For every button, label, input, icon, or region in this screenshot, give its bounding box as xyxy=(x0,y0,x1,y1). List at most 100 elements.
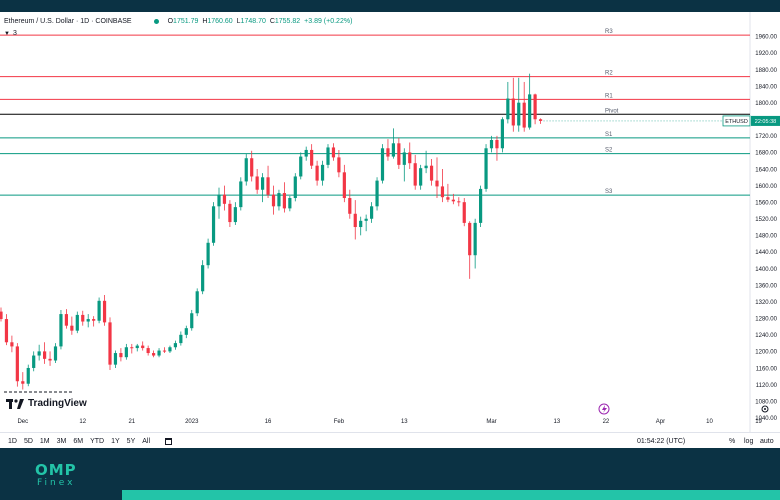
log-toggle[interactable]: log xyxy=(744,437,754,445)
timeframe-5d[interactable]: 5D xyxy=(23,437,33,445)
candle-body xyxy=(222,194,227,204)
candle-body xyxy=(402,152,406,165)
candle-body xyxy=(282,193,286,209)
symbol-tag-label: ETHUSD xyxy=(725,119,748,125)
candle-body xyxy=(10,342,14,347)
candle-body xyxy=(304,149,308,157)
timeframe-6m[interactable]: 6M xyxy=(73,437,84,445)
candle-body xyxy=(184,328,188,335)
timeframe-1d[interactable]: 1D xyxy=(8,437,17,445)
y-axis-tick-label: 1360.00 xyxy=(755,283,777,289)
candle-body xyxy=(528,94,532,128)
candle-body xyxy=(190,313,194,329)
candle-body xyxy=(310,149,314,166)
y-axis-tick-label: 1160.00 xyxy=(756,366,778,372)
chart-window[interactable]: 1960.00 1920.00 1880.00 1840.00 1800.00 1760.… xyxy=(0,12,780,448)
candle-body xyxy=(337,157,341,173)
x-axis-tick-label: Apr xyxy=(656,419,665,425)
candle-body xyxy=(195,291,199,314)
tradingview-logo[interactable]: TradingView xyxy=(6,398,87,409)
candle-body xyxy=(495,139,499,149)
omp-finex-logo: OMP Finex xyxy=(35,463,77,489)
candle-body xyxy=(522,102,526,128)
candle-body xyxy=(261,177,265,190)
candle-body xyxy=(211,206,216,243)
candle-body xyxy=(429,165,434,181)
symbol-tag xyxy=(722,115,751,127)
candle-body xyxy=(119,353,123,358)
candle-body xyxy=(348,198,352,214)
candle-body xyxy=(506,98,510,120)
x-axis-tick-label: 2023 xyxy=(185,419,199,425)
candle-body xyxy=(37,351,41,356)
candle-body xyxy=(271,194,276,207)
candle-body xyxy=(435,180,439,187)
utc-clock[interactable]: 01:54:22 (UTC) xyxy=(637,437,686,445)
timeframe-buttons: 1D 5D 1M 3M 6M YTD 1Y 5Y All xyxy=(8,438,157,445)
tradingview-icon xyxy=(6,398,24,409)
pivot-label-s3: S3 xyxy=(605,189,613,195)
y-axis-tick-label: 1400.00 xyxy=(755,267,777,273)
y-axis-tick-label: 1840.00 xyxy=(755,84,777,90)
candle-body xyxy=(81,314,85,322)
indicators-toggle[interactable]: ▼ 3 xyxy=(4,30,17,37)
candle-body xyxy=(364,218,368,221)
timeframe-1m[interactable]: 1M xyxy=(39,437,50,445)
y-axis-tick-label: 1040.00 xyxy=(755,416,777,422)
timeframe-ytd[interactable]: YTD xyxy=(90,437,105,445)
price-chart[interactable]: 1960.00 1920.00 1880.00 1840.00 1800.00 1760.… xyxy=(0,12,780,432)
candle-body xyxy=(75,314,79,331)
x-axis-tick-label: 13 xyxy=(401,419,408,425)
candle-body xyxy=(440,186,445,198)
candle-body xyxy=(408,152,412,164)
timeframe-1y[interactable]: 1Y xyxy=(111,437,120,445)
calendar-icon[interactable] xyxy=(165,437,173,445)
candle-body xyxy=(315,165,319,181)
percent-toggle[interactable]: % xyxy=(729,437,736,445)
candle-body xyxy=(533,94,537,120)
candle-body xyxy=(130,347,134,349)
candle-body xyxy=(468,222,472,256)
candle-body xyxy=(424,165,428,169)
y-axis-tick-label: 1080.00 xyxy=(755,399,777,405)
x-axis-tick-label: 12 xyxy=(79,419,86,425)
symbol-title[interactable]: Ethereum / U.S. Dollar · 1D · COINBASE xyxy=(4,17,132,25)
pivot-label-r1: R1 xyxy=(605,93,613,99)
candle-body xyxy=(517,102,521,126)
timeframe-3m[interactable]: 3M xyxy=(56,437,67,445)
candle-body xyxy=(102,300,107,323)
chevron-down-icon[interactable]: ▼ xyxy=(4,30,10,37)
candle-body xyxy=(162,350,167,352)
y-axis-tick-label: 1680.00 xyxy=(755,151,777,157)
candle-body xyxy=(15,346,19,382)
y-axis-tick-label: 1200.00 xyxy=(755,350,777,356)
candle-body xyxy=(53,346,58,361)
timeframe-all[interactable]: All xyxy=(142,437,151,445)
candle-body xyxy=(168,347,172,352)
candle-body xyxy=(86,319,90,322)
x-axis-tick-label: 13 xyxy=(554,419,561,425)
candle-body xyxy=(124,347,128,358)
candle-body xyxy=(26,367,30,384)
low-value: 1748.70 xyxy=(240,17,266,25)
candle-body xyxy=(331,147,336,158)
gear-icon-center xyxy=(764,408,766,410)
candle-body xyxy=(48,358,52,361)
pivot-label-r2: R2 xyxy=(605,71,613,77)
candle-body xyxy=(353,213,357,228)
gear-icon[interactable] xyxy=(761,405,769,413)
candle-body xyxy=(370,206,374,219)
y-axis-tick-label: 1640.00 xyxy=(755,167,777,173)
candle-body xyxy=(266,177,270,195)
candle-body xyxy=(146,348,150,354)
tradingview-wordmark: TradingView xyxy=(28,398,87,409)
candle-body xyxy=(342,172,346,199)
candle-body xyxy=(386,148,390,157)
market-status-icon xyxy=(153,18,159,24)
candle-body xyxy=(113,353,118,365)
auto-scale-toggle[interactable]: auto xyxy=(760,437,774,445)
timeframe-5y[interactable]: 5Y xyxy=(126,437,136,445)
x-axis-tick-label: Feb xyxy=(334,419,345,425)
candle-body xyxy=(451,199,455,202)
candle-body xyxy=(277,193,281,207)
